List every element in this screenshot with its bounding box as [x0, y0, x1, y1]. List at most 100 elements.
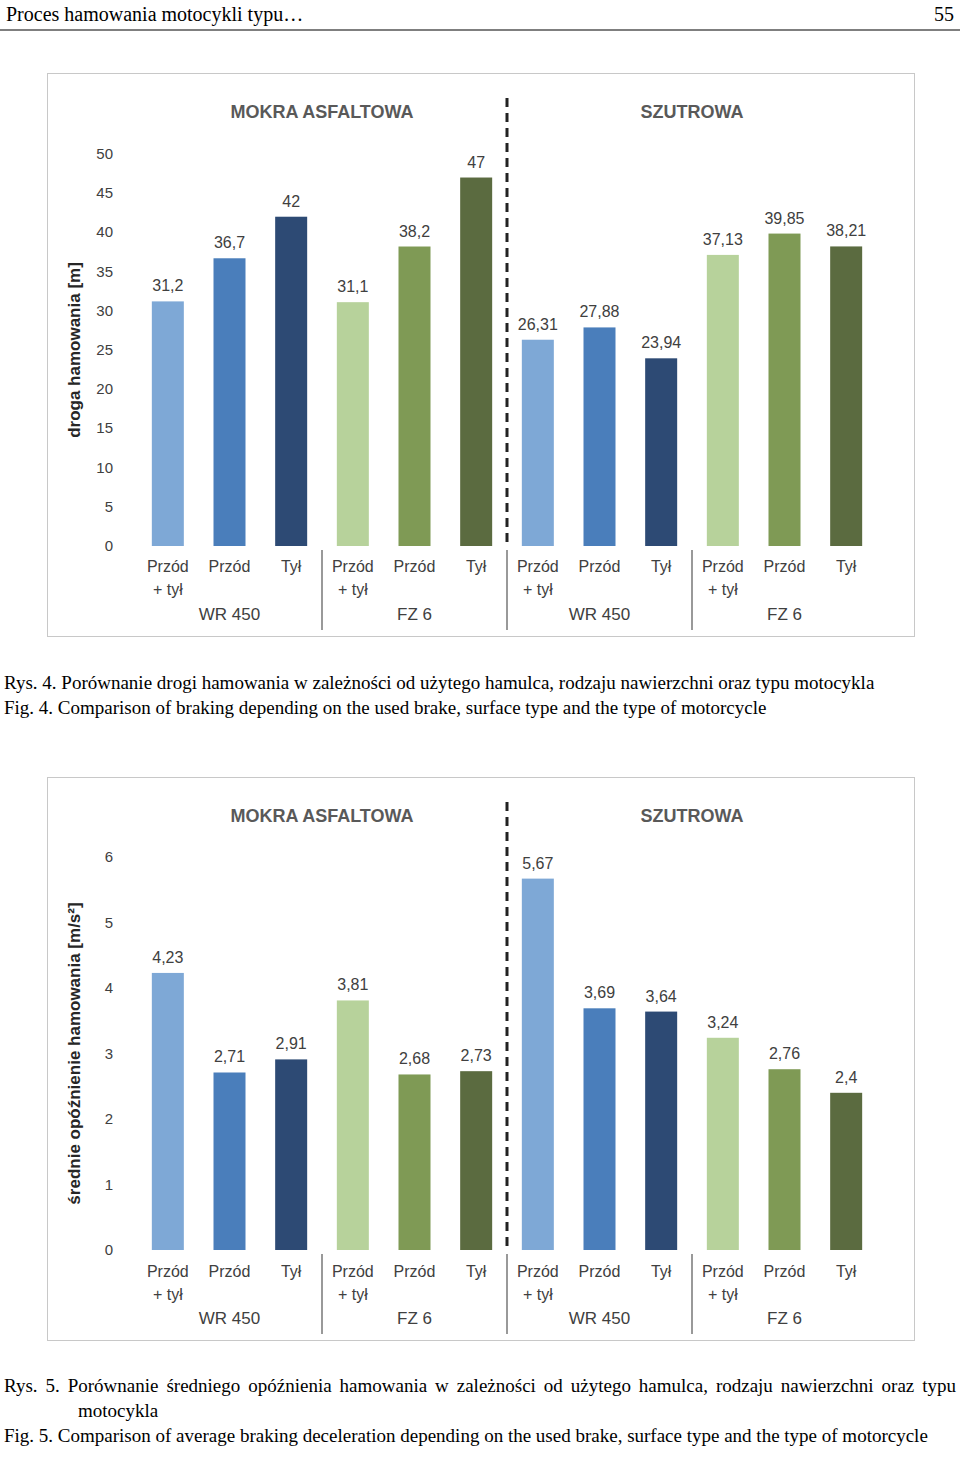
section-label: SZUTROWA: [641, 102, 744, 122]
bar: [645, 1012, 677, 1250]
section-label: SZUTROWA: [641, 806, 744, 826]
page-number: 55: [934, 3, 954, 25]
chart-frame: [48, 74, 915, 637]
bar: [830, 246, 862, 546]
chart: 05101520253035404550droga hamowania [m]M…: [48, 74, 915, 637]
group-label: FZ 6: [767, 605, 802, 624]
data-label: 2,73: [461, 1047, 492, 1064]
category-label: Przód: [209, 1263, 251, 1280]
category-label: Przód: [394, 558, 436, 575]
data-label: 42: [282, 193, 300, 210]
data-label: 39,85: [764, 210, 804, 227]
data-label: 2,91: [276, 1035, 307, 1052]
data-label: 38,2: [399, 223, 430, 240]
data-label: 3,69: [584, 984, 615, 1001]
category-label: Przód: [579, 558, 621, 575]
category-label: Przód: [209, 558, 251, 575]
bar: [769, 1069, 801, 1250]
y-axis-label: droga hamowania [m]: [65, 262, 84, 438]
y-tick-label: 5: [105, 498, 113, 515]
group-separator: [691, 550, 692, 630]
bar: [584, 1008, 616, 1250]
data-label: 31,2: [152, 277, 183, 294]
category-label: Przód: [764, 1263, 806, 1280]
y-tick-label: 20: [96, 380, 113, 397]
category-label: Tył: [836, 558, 857, 575]
category-label: Przód+ tył: [147, 558, 189, 598]
data-label: 2,76: [769, 1045, 800, 1062]
figure-caption: Rys. 4. Porównanie drogi hamowania w zal…: [4, 670, 956, 720]
data-label: 23,94: [641, 334, 681, 351]
group-label: WR 450: [199, 605, 260, 624]
bar: [769, 234, 801, 546]
bar: [337, 302, 369, 546]
y-tick-label: 10: [96, 459, 113, 476]
category-label: Przód+ tył: [702, 558, 744, 598]
bar: [399, 247, 431, 546]
data-label: 47: [467, 154, 485, 171]
category-label: Tył: [281, 1263, 302, 1280]
bar: [275, 217, 307, 546]
bar: [707, 1038, 739, 1250]
caption-text: Porównanie drogi hamowania w zależności …: [61, 672, 874, 693]
y-axis-label: średnie opóźnienie hamowania [m/s²]: [65, 902, 84, 1204]
data-label: 5,67: [522, 855, 553, 872]
data-label: 2,71: [214, 1048, 245, 1065]
category-label: Przód: [394, 1263, 436, 1280]
caption-text: Comparison of average braking decelerati…: [58, 1425, 928, 1446]
caption-paragraph: Fig. 5. Comparison of average braking de…: [4, 1423, 956, 1448]
group-label: WR 450: [569, 1309, 630, 1328]
bar: [214, 258, 246, 546]
data-label: 31,1: [337, 278, 368, 295]
y-tick-label: 6: [105, 848, 113, 865]
category-label: Przód: [764, 558, 806, 575]
bar: [152, 301, 184, 546]
group-separator: [691, 1254, 692, 1334]
category-label: Tył: [651, 1263, 672, 1280]
caption-prefix: Fig. 5.: [4, 1425, 53, 1446]
bar: [584, 327, 616, 546]
data-label: 3,64: [646, 988, 677, 1005]
bar: [522, 340, 554, 546]
category-label: Przód+ tył: [702, 1263, 744, 1303]
bar: [460, 178, 492, 546]
bar: [522, 879, 554, 1250]
y-tick-label: 40: [96, 223, 113, 240]
bars: [152, 879, 862, 1250]
category-label: Przód+ tył: [517, 1263, 559, 1303]
group-separator: [321, 550, 322, 630]
category-label: Tył: [281, 558, 302, 575]
data-label: 26,31: [518, 316, 558, 333]
y-tick-label: 45: [96, 184, 113, 201]
caption-paragraph: Rys. 5. Porównanie średniego opóźnienia …: [4, 1373, 956, 1423]
bar: [707, 255, 739, 546]
caption-text: Comparison of braking depending on the u…: [58, 697, 767, 718]
y-tick-label: 5: [105, 914, 113, 931]
data-label: 36,7: [214, 234, 245, 251]
data-label: 2,4: [835, 1069, 857, 1086]
chart: 0123456średnie opóźnienie hamowania [m/s…: [48, 778, 915, 1341]
data-label: 38,21: [826, 222, 866, 239]
y-tick-label: 15: [96, 419, 113, 436]
y-tick-label: 4: [105, 979, 113, 996]
group-label: WR 450: [199, 1309, 260, 1328]
category-label: Przód+ tył: [332, 1263, 374, 1303]
data-label: 3,81: [337, 976, 368, 993]
section-label: MOKRA ASFALTOWA: [231, 806, 414, 826]
data-label: 2,68: [399, 1050, 430, 1067]
caption-prefix: Fig. 4.: [4, 697, 53, 718]
category-label: Przód: [579, 1263, 621, 1280]
y-tick-label: 3: [105, 1045, 113, 1062]
y-tick-label: 35: [96, 263, 113, 280]
data-label: 37,13: [703, 231, 743, 248]
page-canvas: Proces hamowania motocykli typu…55051015…: [0, 0, 960, 1476]
section-label: MOKRA ASFALTOWA: [231, 102, 414, 122]
group-separator: [321, 1254, 322, 1334]
group-separator: [506, 550, 507, 630]
caption-paragraph: Fig. 4. Comparison of braking depending …: [4, 695, 956, 720]
group-label: FZ 6: [397, 605, 432, 624]
header-rule: [0, 29, 960, 30]
y-tick-label: 30: [96, 302, 113, 319]
chart-frame: [48, 778, 915, 1341]
caption-prefix: Rys. 5.: [4, 1375, 60, 1396]
